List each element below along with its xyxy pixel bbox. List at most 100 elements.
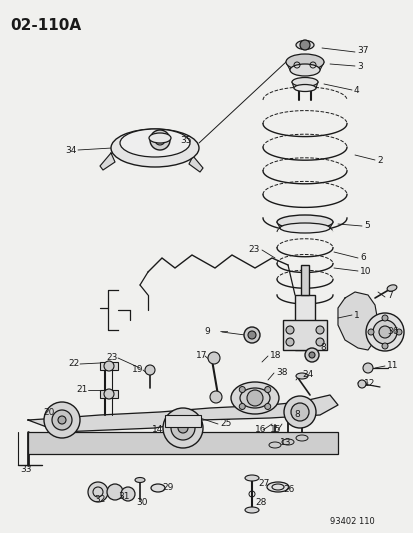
Text: 32: 32 xyxy=(94,496,105,505)
Text: 14: 14 xyxy=(152,425,163,434)
Text: 11: 11 xyxy=(386,361,398,370)
Circle shape xyxy=(285,338,293,346)
Text: 36: 36 xyxy=(386,327,398,336)
Text: 8: 8 xyxy=(293,410,299,419)
Circle shape xyxy=(154,135,165,145)
Text: 27: 27 xyxy=(257,480,269,489)
Text: 15: 15 xyxy=(269,425,281,434)
Circle shape xyxy=(395,329,401,335)
Text: 02-110A: 02-110A xyxy=(10,18,81,33)
Circle shape xyxy=(178,423,188,433)
Circle shape xyxy=(283,396,315,428)
Text: 93402 110: 93402 110 xyxy=(329,518,374,527)
Ellipse shape xyxy=(293,85,315,92)
Ellipse shape xyxy=(149,133,171,143)
Ellipse shape xyxy=(230,382,278,414)
Circle shape xyxy=(171,416,195,440)
Circle shape xyxy=(121,487,135,501)
Text: 20: 20 xyxy=(43,408,54,417)
Circle shape xyxy=(304,348,318,362)
Bar xyxy=(300,265,308,295)
Text: 6: 6 xyxy=(359,254,365,262)
Text: 34: 34 xyxy=(65,146,76,155)
Text: 3: 3 xyxy=(356,61,362,70)
Text: 22: 22 xyxy=(68,359,79,368)
Ellipse shape xyxy=(365,313,403,351)
Circle shape xyxy=(207,352,219,364)
Ellipse shape xyxy=(291,77,317,86)
Circle shape xyxy=(104,389,114,399)
Text: 4: 4 xyxy=(353,85,359,94)
Ellipse shape xyxy=(279,223,329,233)
Circle shape xyxy=(239,386,244,392)
Circle shape xyxy=(264,403,270,409)
Ellipse shape xyxy=(268,442,280,448)
Text: 12: 12 xyxy=(363,379,375,389)
Text: 33: 33 xyxy=(20,465,31,474)
Ellipse shape xyxy=(295,435,307,441)
Ellipse shape xyxy=(289,64,319,76)
Circle shape xyxy=(367,329,373,335)
Circle shape xyxy=(299,40,309,50)
Circle shape xyxy=(308,352,314,358)
Text: 1: 1 xyxy=(353,311,359,319)
Ellipse shape xyxy=(244,475,259,481)
Circle shape xyxy=(247,331,255,339)
Circle shape xyxy=(357,380,365,388)
Text: 23: 23 xyxy=(106,353,117,362)
Ellipse shape xyxy=(244,507,259,513)
Circle shape xyxy=(88,482,108,502)
Text: 30: 30 xyxy=(136,498,147,507)
Circle shape xyxy=(209,391,221,403)
Text: 35: 35 xyxy=(180,135,191,144)
Circle shape xyxy=(381,343,387,349)
Text: 5: 5 xyxy=(363,222,369,230)
Circle shape xyxy=(290,403,308,421)
Circle shape xyxy=(58,416,66,424)
Polygon shape xyxy=(28,395,337,432)
Ellipse shape xyxy=(266,482,288,492)
Text: 21: 21 xyxy=(76,385,87,394)
Bar xyxy=(165,415,201,427)
Ellipse shape xyxy=(386,285,396,291)
Ellipse shape xyxy=(276,215,332,229)
Text: 24: 24 xyxy=(301,370,313,379)
Circle shape xyxy=(247,390,262,406)
Circle shape xyxy=(285,326,293,334)
Circle shape xyxy=(52,410,72,430)
Text: 7: 7 xyxy=(386,290,392,300)
Circle shape xyxy=(104,361,114,371)
Ellipse shape xyxy=(111,129,199,167)
Ellipse shape xyxy=(378,326,390,338)
Text: 2: 2 xyxy=(376,156,382,165)
Circle shape xyxy=(264,386,270,392)
Circle shape xyxy=(145,365,154,375)
Circle shape xyxy=(44,402,80,438)
Ellipse shape xyxy=(295,373,307,379)
Text: 10: 10 xyxy=(359,266,370,276)
Circle shape xyxy=(150,130,170,150)
Circle shape xyxy=(362,363,372,373)
Text: 31: 31 xyxy=(118,492,129,502)
Bar xyxy=(28,432,337,454)
Circle shape xyxy=(315,326,323,334)
Text: 8: 8 xyxy=(319,343,325,352)
Text: 38: 38 xyxy=(275,368,287,377)
Text: 23: 23 xyxy=(247,245,259,254)
Ellipse shape xyxy=(120,129,190,157)
Polygon shape xyxy=(189,156,202,172)
Text: 9: 9 xyxy=(204,327,209,336)
Circle shape xyxy=(239,403,244,409)
Bar xyxy=(294,295,314,350)
Text: 13: 13 xyxy=(279,439,291,448)
Circle shape xyxy=(107,484,123,500)
Text: 17: 17 xyxy=(195,351,207,360)
Ellipse shape xyxy=(295,41,313,50)
Ellipse shape xyxy=(285,54,323,70)
Text: 25: 25 xyxy=(219,419,231,429)
Text: 37: 37 xyxy=(356,45,368,54)
Text: 26: 26 xyxy=(282,486,294,495)
Text: 19: 19 xyxy=(132,366,143,375)
Ellipse shape xyxy=(151,484,165,492)
Text: 29: 29 xyxy=(161,483,173,492)
